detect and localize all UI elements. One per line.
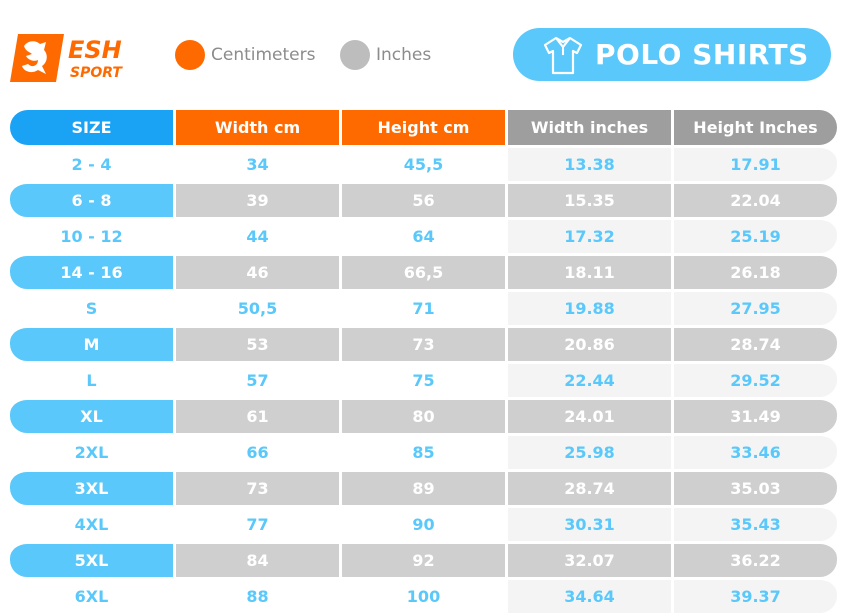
cell-height-cm: 85 [342, 433, 508, 469]
cell-size: M [10, 325, 176, 361]
cell-width-cm: 73 [176, 469, 342, 505]
cell-height-in: 17.91 [674, 145, 837, 181]
cell-height-cm: 56 [342, 181, 508, 217]
table-row: S 50,5 71 19.88 27.95 [10, 289, 837, 325]
cell-height-in: 31.49 [674, 397, 837, 433]
cell-height-cm: 66,5 [342, 253, 508, 289]
cell-height-cm: 45,5 [342, 145, 508, 181]
cell-width-in: 32.07 [508, 541, 674, 577]
page-title: POLO SHIRTS [595, 38, 809, 71]
cell-width-cm: 61 [176, 397, 342, 433]
table-row: 2XL 66 85 25.98 33.46 [10, 433, 837, 469]
cell-size: 2XL [10, 433, 176, 469]
cell-width-cm: 84 [176, 541, 342, 577]
cell-height-in: 29.52 [674, 361, 837, 397]
cell-width-cm: 88 [176, 577, 342, 613]
header-width-cm: Width cm [176, 110, 342, 145]
legend-centimeters: Centimeters [175, 40, 315, 70]
cell-height-in: 39.37 [674, 577, 837, 613]
cell-width-in: 15.35 [508, 181, 674, 217]
header-height-cm: Height cm [342, 110, 508, 145]
cell-width-in: 25.98 [508, 433, 674, 469]
cell-height-cm: 73 [342, 325, 508, 361]
cell-width-in: 28.74 [508, 469, 674, 505]
table-row: 3XL 73 89 28.74 35.03 [10, 469, 837, 505]
legend-inches: Inches [340, 40, 431, 70]
table-row: XL 61 80 24.01 31.49 [10, 397, 837, 433]
cell-height-cm: 90 [342, 505, 508, 541]
table-row: 14 - 16 46 66,5 18.11 26.18 [10, 253, 837, 289]
cell-size: 6 - 8 [10, 181, 176, 217]
brand-name: ESH [68, 36, 122, 64]
table-row: 2 - 4 34 45,5 13.38 17.91 [10, 145, 837, 181]
cell-width-in: 22.44 [508, 361, 674, 397]
cell-height-cm: 89 [342, 469, 508, 505]
table-row: 4XL 77 90 30.31 35.43 [10, 505, 837, 541]
header-width-inches: Width inches [508, 110, 674, 145]
table-header-row: SIZE Width cm Height cm Width inches Hei… [10, 110, 837, 145]
table-row: 5XL 84 92 32.07 36.22 [10, 541, 837, 577]
header-size: SIZE [10, 110, 176, 145]
legend-cm-label: Centimeters [211, 45, 316, 65]
cell-width-in: 34.64 [508, 577, 674, 613]
cell-width-in: 18.11 [508, 253, 674, 289]
cell-height-in: 22.04 [674, 181, 837, 217]
cell-height-in: 26.18 [674, 253, 837, 289]
cell-size: S [10, 289, 176, 325]
cell-width-in: 19.88 [508, 289, 674, 325]
legend-in-label: Inches [376, 45, 432, 65]
cell-width-in: 30.31 [508, 505, 674, 541]
cell-height-in: 36.22 [674, 541, 837, 577]
cell-width-cm: 46 [176, 253, 342, 289]
cell-width-in: 24.01 [508, 397, 674, 433]
header-height-inches: Height Inches [674, 110, 837, 145]
cell-height-in: 28.74 [674, 325, 837, 361]
cell-width-in: 20.86 [508, 325, 674, 361]
cell-size: 10 - 12 [10, 217, 176, 253]
table-row: 6XL 88 100 34.64 39.37 [10, 577, 837, 613]
cell-height-in: 25.19 [674, 217, 837, 253]
brand-logo: ESH SPORT [10, 32, 128, 84]
cell-width-in: 17.32 [508, 217, 674, 253]
cell-width-cm: 39 [176, 181, 342, 217]
cell-height-in: 27.95 [674, 289, 837, 325]
table-row: L 57 75 22.44 29.52 [10, 361, 837, 397]
size-chart-table: SIZE Width cm Height cm Width inches Hei… [10, 110, 837, 613]
cell-width-cm: 66 [176, 433, 342, 469]
cell-height-cm: 75 [342, 361, 508, 397]
cell-width-cm: 44 [176, 217, 342, 253]
cell-size: 5XL [10, 541, 176, 577]
cell-size: XL [10, 397, 176, 433]
table-row: 10 - 12 44 64 17.32 25.19 [10, 217, 837, 253]
cell-size: 3XL [10, 469, 176, 505]
gray-dot-icon [340, 40, 370, 70]
cell-height-in: 35.03 [674, 469, 837, 505]
cell-width-cm: 34 [176, 145, 342, 181]
title-badge: POLO SHIRTS [513, 28, 831, 81]
table-row: M 53 73 20.86 28.74 [10, 325, 837, 361]
cell-size: 6XL [10, 577, 176, 613]
cell-height-cm: 100 [342, 577, 508, 613]
cell-width-cm: 53 [176, 325, 342, 361]
cell-height-cm: 64 [342, 217, 508, 253]
cell-size: 14 - 16 [10, 253, 176, 289]
cell-height-in: 33.46 [674, 433, 837, 469]
table-row: 6 - 8 39 56 15.35 22.04 [10, 181, 837, 217]
cell-width-in: 13.38 [508, 145, 674, 181]
cell-width-cm: 50,5 [176, 289, 342, 325]
polo-shirt-icon [543, 36, 583, 74]
cell-size: L [10, 361, 176, 397]
cell-size: 2 - 4 [10, 145, 176, 181]
orange-dot-icon [175, 40, 205, 70]
cell-height-cm: 80 [342, 397, 508, 433]
cell-width-cm: 77 [176, 505, 342, 541]
cell-height-cm: 71 [342, 289, 508, 325]
cell-width-cm: 57 [176, 361, 342, 397]
cell-height-cm: 92 [342, 541, 508, 577]
cell-size: 4XL [10, 505, 176, 541]
cell-height-in: 35.43 [674, 505, 837, 541]
brand-sub: SPORT [70, 65, 123, 81]
